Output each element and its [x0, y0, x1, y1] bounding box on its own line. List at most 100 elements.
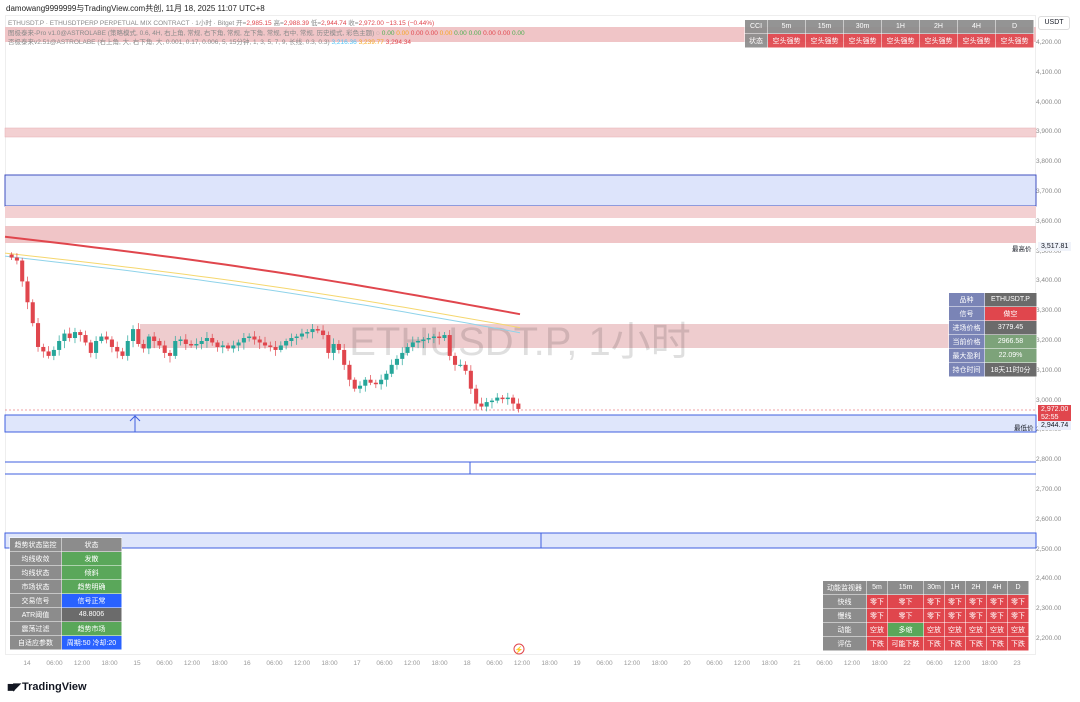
- candle-body: [72, 332, 78, 339]
- time-tick: 12:00: [73, 660, 91, 667]
- trend-label: 震荡过滤: [9, 621, 62, 636]
- candle-body: [35, 323, 41, 347]
- time-tick: 18:00: [101, 660, 118, 667]
- price-tick: 2,500.00: [1036, 545, 1062, 553]
- momentum-header: 15m: [887, 580, 924, 595]
- candle-body: [115, 346, 120, 352]
- candle-body: [431, 336, 436, 339]
- candle-body: [220, 345, 225, 347]
- candle-body: [9, 254, 14, 258]
- trend-label: 均线状态: [9, 565, 62, 580]
- low-label: 低=: [310, 20, 322, 27]
- momentum-cell: 零下: [866, 608, 888, 623]
- momentum-cell: 零下: [923, 594, 945, 609]
- info-label: 进场价格: [948, 320, 985, 335]
- candle-body: [426, 338, 431, 340]
- candle-body: [173, 341, 178, 356]
- candle-body: [447, 335, 452, 356]
- momentum-cell: 可能下跌: [887, 636, 924, 651]
- candle-body: [88, 342, 93, 353]
- candle-body: [357, 385, 363, 389]
- candle-body: [183, 339, 188, 344]
- lightning-icon[interactable]: [513, 643, 525, 655]
- cci-cell: 空头强势: [995, 33, 1034, 48]
- momentum-cell: 空放: [965, 622, 987, 637]
- brand-name: TradingView: [22, 681, 87, 693]
- candle-body: [458, 364, 463, 366]
- indicator-legend-2[interactable]: 否极泰来v2.51@ASTROLABE (右上角, 大, 右下角, 大, 0.0…: [8, 36, 411, 46]
- momentum-monitor-table: 动能监视器 5m 15m 30m 1H 2H 4H D 快线 零下 零下 零下 零下 零下 零下 零下 慢线 零下…: [822, 580, 1029, 651]
- time-tick: 18:00: [761, 660, 778, 667]
- time-tick: 06:00: [156, 660, 173, 667]
- candle-body: [252, 336, 257, 340]
- currency-selector[interactable]: USDT: [1038, 16, 1070, 30]
- momentum-cell: 零下: [1007, 594, 1029, 609]
- trend-monitor-table: 趋势状态监控 状态 均线收敛 发散 均线状态 倾斜 市场状态 趋势明确 交易信号 信号正常…: [9, 537, 122, 650]
- support-zone: [4, 174, 1037, 207]
- candle-body: [178, 339, 183, 341]
- close-value: 2,972.00: [358, 20, 384, 27]
- cci-cell: 空头强势: [843, 33, 882, 48]
- momentum-cell: 下跌: [923, 636, 945, 651]
- candle-body: [405, 346, 410, 353]
- time-tick: 12:00: [623, 660, 641, 667]
- candle-body: [299, 333, 304, 337]
- price-tick: 2,400.00: [1036, 575, 1062, 583]
- moving-average-line: [4, 235, 521, 316]
- symbol-legend[interactable]: ETHUSDT.P · ETHUSDTPERP PERPETUAL MIX CO…: [8, 17, 434, 27]
- cci-header: 1H: [881, 19, 920, 34]
- candle-body: [109, 339, 114, 347]
- moving-average-line: [4, 255, 521, 334]
- candle-body: [336, 343, 341, 350]
- candle-body: [136, 329, 141, 344]
- indicator-legend-1[interactable]: 图极泰来-Pro v1.0@ASTROLABE (策略模式, 0.6, 4H, …: [8, 30, 525, 37]
- candle-body: [57, 341, 62, 350]
- indicator-value: 3,239.77: [358, 39, 384, 46]
- cci-header: 2H: [919, 19, 958, 34]
- candle-body: [468, 370, 473, 389]
- candle-body: [315, 329, 320, 331]
- momentum-cell: 下跌: [986, 636, 1008, 651]
- moving-average-line: [4, 252, 521, 329]
- open-value: 2,985.15: [246, 20, 272, 27]
- candle-body: [67, 333, 72, 339]
- info-value: 2966.58: [984, 334, 1037, 349]
- momentum-cell: 零下: [944, 594, 966, 609]
- candle-body: [157, 341, 162, 346]
- candle-body: [62, 333, 67, 341]
- price-tick: 3,100.00: [1036, 366, 1062, 374]
- candle-body: [30, 302, 35, 324]
- momentum-label: 快线: [822, 594, 867, 609]
- cci-header: D: [995, 19, 1034, 34]
- time-tick: 18:00: [981, 660, 998, 667]
- resistance-zone: [5, 226, 1036, 243]
- price-tick: 3,500.00: [1036, 247, 1062, 255]
- time-tick: 12:00: [293, 660, 311, 667]
- time-tick: 14: [23, 660, 31, 667]
- high-value: 2,988.39: [283, 20, 310, 27]
- info-label: 信号: [948, 306, 985, 321]
- price-tick: 3,400.00: [1036, 277, 1062, 285]
- time-tick: 06:00: [266, 660, 283, 667]
- candle-body: [479, 403, 484, 407]
- candle-body: [347, 364, 352, 380]
- tradingview-logo[interactable]: ◼◤ TradingView: [7, 681, 87, 693]
- info-value: 做空: [984, 306, 1037, 321]
- high-label: 最高价: [1012, 246, 1032, 253]
- momentum-cell: 零下: [923, 608, 945, 623]
- candle-body: [14, 257, 19, 261]
- price-tick: 2,300.00: [1036, 605, 1062, 613]
- momentum-header: D: [1007, 580, 1029, 595]
- trend-label: 均线收敛: [9, 551, 62, 566]
- indicator-value: 0.00: [468, 30, 482, 37]
- price-tick: 2,700.00: [1036, 486, 1062, 493]
- bar-countdown: 52:55: [1041, 414, 1059, 421]
- trend-value: 趋势明确: [61, 579, 122, 594]
- high-value-tag: 3,517.81: [1038, 242, 1072, 251]
- candle-body: [278, 345, 283, 350]
- momentum-cell: 下跌: [965, 636, 987, 651]
- candle-body: [226, 345, 231, 349]
- candle-body: [257, 339, 262, 343]
- candle-body: [400, 352, 405, 359]
